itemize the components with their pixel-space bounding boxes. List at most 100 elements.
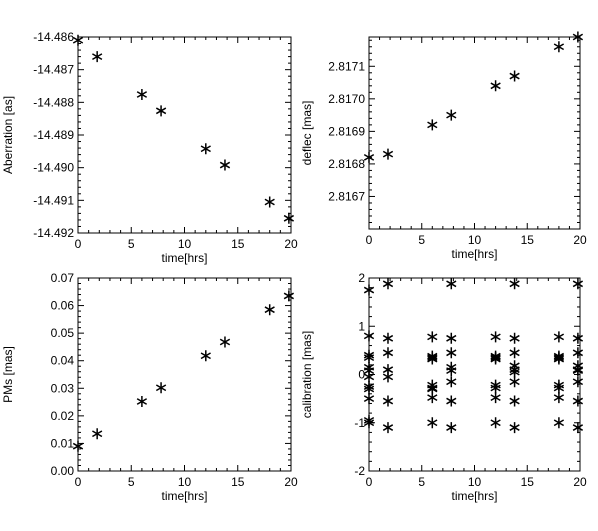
x-tick-label: 10 [178, 237, 192, 251]
data-point [200, 350, 211, 362]
data-point [509, 278, 520, 290]
plot-frame [77, 277, 292, 472]
y-tick-label: 0.01 [51, 436, 75, 450]
y-axis-label: Aberration [as] [1, 96, 15, 174]
y-tick-label: 0 [358, 368, 365, 382]
data-point [490, 392, 501, 404]
data-point [427, 119, 438, 131]
data-point [446, 422, 457, 434]
data-point [446, 376, 457, 388]
data-point [427, 383, 438, 395]
panel-3: 0 5 10 15 20 0.00 0.01 0.02 0.03 0.04 0.05 0.06 0.07… [1, 271, 298, 503]
x-tick-label: 20 [573, 475, 587, 489]
x-tick-label: 5 [128, 237, 135, 251]
data-point [155, 105, 167, 117]
y-tick-label: 0.04 [51, 354, 75, 368]
data-point [572, 347, 584, 359]
data-point [382, 148, 394, 160]
data-point [490, 382, 501, 394]
data-point [572, 278, 584, 290]
x-tick-label: 5 [418, 233, 425, 247]
data-point [509, 422, 520, 434]
y-tick-label: 2.8169 [328, 124, 365, 138]
y-tick-label: 2.8170 [328, 92, 365, 106]
y-tick-label: -14.488 [33, 95, 74, 109]
x-axis-label: time[hrs] [161, 489, 207, 503]
y-axis-label: deflec [mas] [300, 101, 314, 166]
data-point [136, 396, 148, 408]
y-tick-label: -14.487 [33, 63, 74, 77]
y-tick-label: 2 [358, 271, 365, 285]
x-tick-label: 0 [75, 237, 82, 251]
data-point [382, 347, 394, 359]
data-point [572, 395, 584, 407]
x-tick-label: 5 [128, 475, 135, 489]
data-point [572, 31, 584, 43]
x-tick-label: 20 [573, 233, 587, 247]
y-tick-label: -2 [354, 464, 365, 478]
y-tick-label: 0.05 [51, 326, 75, 340]
data-point [264, 196, 275, 208]
data-point [363, 330, 375, 342]
data-point [363, 417, 375, 429]
x-tick-label: 0 [75, 475, 82, 489]
data-point [264, 304, 275, 316]
panel-2: 0 5 10 15 20 2.8167 2.8168 2.8169 2.8170 2.8171 ti… [300, 31, 587, 261]
data-point [92, 428, 103, 440]
data-point [490, 352, 501, 364]
data-point [382, 371, 394, 383]
data-point [509, 376, 520, 388]
data-point [490, 417, 501, 429]
y-axis-label: calibration [mas] [300, 331, 314, 418]
panel-1: 0 5 10 15 20 -14.492 -14.491 -14.490 -14.489 -14.… [1, 30, 298, 265]
data-point [553, 331, 565, 343]
data-point [446, 278, 457, 290]
data-point [363, 371, 375, 383]
data-point [509, 366, 520, 378]
y-tick-label: 0.03 [51, 381, 75, 395]
data-point [509, 347, 520, 359]
data-point [427, 352, 438, 364]
data-point [553, 417, 565, 429]
y-tick-label: 2.8168 [328, 157, 365, 171]
data-point [219, 336, 231, 348]
x-tick-label: 5 [418, 475, 425, 489]
x-tick-label: 10 [468, 233, 482, 247]
data-point [363, 284, 375, 296]
data-point [490, 331, 501, 343]
data-point [572, 332, 584, 344]
data-point [427, 331, 438, 343]
y-tick-label: 0.00 [51, 464, 75, 478]
data-point [509, 70, 520, 82]
x-tick-label: 20 [284, 237, 298, 251]
data-point [363, 383, 375, 395]
data-point [363, 151, 375, 163]
data-point [446, 109, 457, 121]
y-tick-label: 0.07 [51, 271, 75, 285]
data-point [155, 382, 167, 394]
y-tick-label: 0.02 [51, 409, 75, 423]
data-point [382, 278, 394, 290]
data-point [72, 34, 84, 46]
y-tick-label: -1 [354, 416, 365, 430]
data-point [363, 352, 375, 364]
data-point [509, 395, 520, 407]
data-point [283, 212, 295, 224]
x-tick-label: 10 [468, 475, 482, 489]
plot-frame [77, 36, 292, 234]
x-tick-label: 10 [178, 475, 192, 489]
data-point [382, 422, 394, 434]
data-point [427, 417, 438, 429]
data-point [200, 143, 211, 155]
data-point [553, 382, 565, 394]
plot-frame [368, 36, 581, 230]
panel-4: 0 5 10 15 20 -2 -1 0 1 2 time[hrs] calibration [mas… [300, 271, 587, 503]
y-axis-label: PMs [mas] [1, 346, 15, 403]
y-tick-label: 2.8171 [328, 59, 365, 73]
data-point [363, 393, 375, 405]
data-point [509, 332, 520, 344]
x-axis-label: time[hrs] [451, 489, 497, 503]
data-point [446, 395, 457, 407]
y-tick-label: -14.491 [33, 193, 74, 207]
